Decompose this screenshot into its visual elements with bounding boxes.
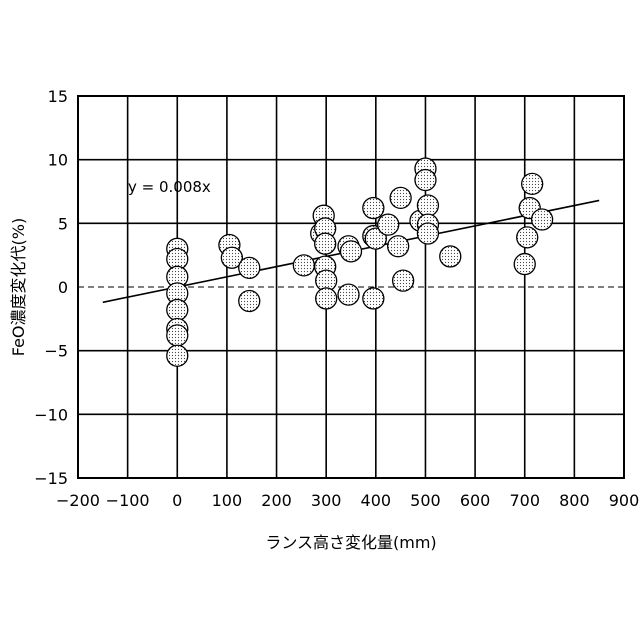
data-point (363, 198, 384, 219)
x-tick-label: 300 (311, 491, 342, 510)
data-point (167, 345, 188, 366)
data-point (363, 288, 384, 309)
y-axis-title: FeO濃度変化代(%) (9, 218, 28, 356)
y-tick-label: −5 (44, 342, 68, 361)
data-point (517, 227, 538, 248)
x-tick-label: −100 (106, 491, 150, 510)
y-tick-label: −10 (34, 405, 68, 424)
data-point (316, 288, 337, 309)
data-point (167, 325, 188, 346)
x-tick-label: −200 (56, 491, 100, 510)
data-point (417, 223, 438, 244)
y-tick-label: −15 (34, 469, 68, 488)
x-tick-label: 900 (609, 491, 640, 510)
data-point (239, 257, 260, 278)
data-point (388, 236, 409, 257)
x-tick-label: 800 (559, 491, 590, 510)
y-tick-labels: −15 −10 −5 0 5 10 15 (34, 87, 68, 488)
data-point (341, 241, 362, 262)
x-tick-label: 100 (212, 491, 243, 510)
data-point (378, 214, 399, 235)
y-tick-label: 5 (58, 214, 68, 233)
x-tick-label: 400 (361, 491, 392, 510)
data-point (338, 284, 359, 305)
data-points (167, 158, 553, 366)
trendline-equation: y = 0.008x (128, 178, 211, 196)
data-point (390, 187, 411, 208)
data-point (514, 254, 535, 275)
x-tick-label: 700 (509, 491, 540, 510)
x-tick-label: 500 (410, 491, 441, 510)
x-tick-labels: −200 −100 0 100 200 300 400 500 600 700 800 900 (56, 491, 639, 510)
x-axis-title: ランス高さ変化量(mm) (265, 533, 436, 552)
y-tick-label: 15 (48, 87, 68, 106)
y-tick-label: 0 (58, 278, 68, 297)
data-point (315, 233, 336, 254)
data-point (440, 246, 461, 267)
data-point (393, 270, 414, 291)
y-tick-label: 10 (48, 151, 68, 170)
x-tick-label: 200 (261, 491, 292, 510)
data-point (415, 170, 436, 191)
x-tick-label: 600 (460, 491, 491, 510)
data-point (522, 173, 543, 194)
data-point (293, 255, 314, 276)
data-point (532, 209, 553, 230)
x-tick-label: 0 (172, 491, 182, 510)
data-point (167, 299, 188, 320)
data-point (417, 195, 438, 216)
data-point (239, 291, 260, 312)
